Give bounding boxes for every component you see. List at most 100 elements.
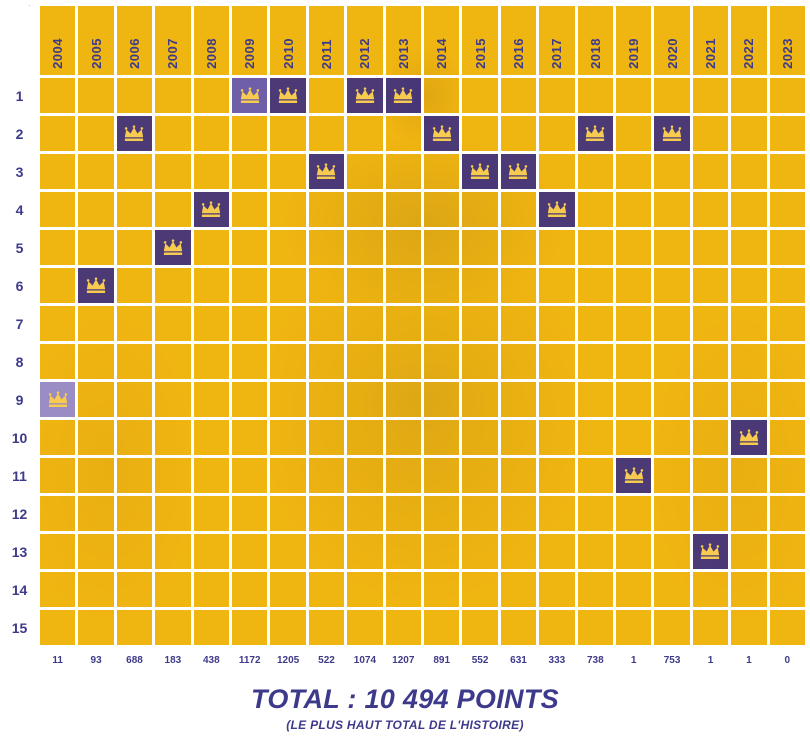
- crown-icon: [547, 200, 567, 217]
- points-value-2019: 1: [616, 648, 655, 672]
- grid-cell-2023-rank-1: [769, 78, 808, 116]
- grid-cell-2020-rank-15: [654, 610, 693, 648]
- grid-cell-2022-rank-9: [731, 382, 770, 420]
- grid-cell-2021-rank-12: [692, 496, 732, 534]
- grid-cell-2022-rank-2: [731, 116, 770, 154]
- grid-cell-2021-rank-5: [692, 230, 732, 268]
- grid-cell-2011-rank-4: [308, 192, 348, 230]
- grid-cell-2019-rank-2: [616, 116, 655, 154]
- year-label: 2012: [357, 38, 373, 69]
- year-label: 2013: [395, 38, 411, 69]
- rank-label: 9: [15, 391, 24, 408]
- grid-cell-2016-rank-14: [500, 572, 540, 610]
- grid-cell-2006-rank-1: [116, 78, 156, 116]
- grid-cell-2017-rank-9: [539, 382, 578, 420]
- year-header-2007: 2007: [155, 6, 194, 78]
- crown-icon: [86, 276, 106, 293]
- grid-cell-2012-rank-5: [347, 230, 386, 268]
- grid-cell-2004-rank-15: [40, 610, 79, 648]
- crown-cell-2014-rank-2: [424, 116, 463, 154]
- year-label: 2004: [50, 38, 66, 69]
- crown-cell-2007-rank-5: [155, 230, 194, 268]
- crown-cell-2006-rank-2: [116, 116, 156, 154]
- grid-cell-2023-rank-6: [769, 268, 808, 306]
- grid-cell-2017-rank-6: [539, 268, 578, 306]
- grid-cell-2017-rank-13: [539, 534, 578, 572]
- points-value: 333: [548, 655, 566, 666]
- grid-cell-2023-rank-7: [769, 306, 808, 344]
- grid-cell-2007-rank-1: [155, 78, 194, 116]
- grid-cell-2014-rank-5: [424, 230, 463, 268]
- grid-cell-2011-rank-9: [308, 382, 348, 420]
- grid-cell-2013-rank-14: [385, 572, 424, 610]
- year-header-2021: 2021: [692, 6, 732, 78]
- grid-cell-2017-rank-12: [539, 496, 578, 534]
- grid-cell-2004-rank-3: [40, 154, 79, 192]
- grid-cell-2020-rank-7: [654, 306, 693, 344]
- points-value: 631: [510, 655, 527, 666]
- crown-cell-2011-rank-3: [308, 154, 348, 192]
- grid-cell-2008-rank-5: [193, 230, 232, 268]
- crown-cell-2012-rank-1: [347, 78, 386, 116]
- grid-cell-2017-rank-8: [539, 344, 578, 382]
- grid-cell-2007-rank-2: [155, 116, 194, 154]
- points-value: 1: [630, 655, 637, 666]
- grid-cell-2018-rank-7: [577, 306, 616, 344]
- crown-icon: [662, 124, 682, 141]
- rank-year-grid: 2004 2005 2006 2007 2008 2009 2010 2011 2012 2013…: [2, 6, 808, 672]
- grid-cell-2023-rank-8: [769, 344, 808, 382]
- year-label: 2021: [702, 38, 718, 69]
- crown-icon: [48, 390, 67, 407]
- grid-cell-2013-rank-4: [385, 192, 424, 230]
- grid-cell-2015-rank-5: [462, 230, 501, 268]
- grid-cell-2006-rank-6: [116, 268, 156, 306]
- grid-cell-2014-rank-13: [424, 534, 463, 572]
- grid-cell-2005-rank-2: [78, 116, 117, 154]
- year-header-2018: 2018: [577, 6, 616, 78]
- grid-cell-2021-rank-15: [692, 610, 732, 648]
- grid-cell-2018-rank-14: [577, 572, 616, 610]
- grid-cell-2012-rank-2: [347, 116, 386, 154]
- grid-cell-2011-rank-6: [308, 268, 348, 306]
- grid-cell-2012-rank-12: [347, 496, 386, 534]
- year-label: 2020: [664, 38, 680, 69]
- rank-label-4: 4: [2, 192, 40, 230]
- year-label: 2018: [587, 38, 603, 69]
- points-value: 1: [707, 655, 714, 666]
- points-value: 1205: [276, 655, 300, 666]
- points-value-2009: 1172: [232, 648, 271, 672]
- rank-label: 4: [15, 201, 24, 218]
- grid-cell-2004-rank-4: [40, 192, 79, 230]
- grid-cell-2016-rank-13: [500, 534, 540, 572]
- grid-cell-2009-rank-7: [232, 306, 271, 344]
- grid-cell-2017-rank-14: [539, 572, 578, 610]
- grid-cell-2019-rank-1: [616, 78, 655, 116]
- grid-cell-2009-rank-11: [232, 458, 271, 496]
- grid-cell-2004-rank-14: [40, 572, 79, 610]
- grid-cell-2022-rank-12: [731, 496, 770, 534]
- grid-cell-2010-rank-7: [270, 306, 309, 344]
- crown-cell-2013-rank-1: [385, 78, 424, 116]
- grid-cell-2005-rank-3: [78, 154, 117, 192]
- grid-cell-2006-rank-4: [116, 192, 156, 230]
- grid-cell-2008-rank-10: [193, 420, 232, 458]
- rank-label-5: 5: [2, 230, 40, 268]
- crown-cell-2020-rank-2: [654, 116, 693, 154]
- grid-cell-2020-rank-10: [654, 420, 693, 458]
- grid-cell-2009-rank-15: [232, 610, 271, 648]
- crown-icon: [509, 162, 528, 179]
- grid-cell-2022-rank-8: [731, 344, 770, 382]
- grid-cell-2019-rank-9: [616, 382, 655, 420]
- points-value: 753: [663, 655, 681, 666]
- grid-corner: [2, 6, 40, 78]
- points-value-2005: 93: [78, 648, 117, 672]
- grid-cell-2021-rank-11: [692, 458, 732, 496]
- rank-label-1: 1: [2, 78, 40, 116]
- grid-cell-2014-rank-1: [424, 78, 463, 116]
- grid-cell-2010-rank-2: [270, 116, 309, 154]
- grid-cell-2018-rank-9: [577, 382, 616, 420]
- grid-cell-2011-rank-12: [308, 496, 348, 534]
- grid-cell-2021-rank-14: [692, 572, 732, 610]
- grid-cell-2019-rank-4: [616, 192, 655, 230]
- grid-cell-2007-rank-11: [155, 458, 194, 496]
